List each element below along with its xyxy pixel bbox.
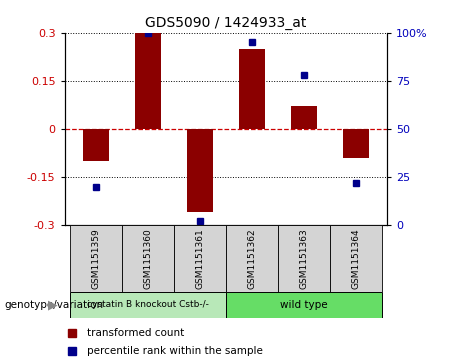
Text: GSM1151360: GSM1151360	[143, 228, 152, 289]
Bar	[291, 106, 317, 129]
Bar	[226, 225, 278, 292]
Text: cystatin B knockout Cstb-/-: cystatin B knockout Cstb-/-	[87, 301, 209, 309]
Bar	[122, 225, 174, 292]
Text: GSM1151359: GSM1151359	[91, 228, 100, 289]
Text: ▶: ▶	[48, 298, 58, 311]
Bar	[70, 225, 122, 292]
Title: GDS5090 / 1424933_at: GDS5090 / 1424933_at	[145, 16, 307, 30]
Bar	[174, 225, 226, 292]
Bar	[83, 129, 109, 161]
Bar	[330, 225, 382, 292]
Text: GSM1151361: GSM1151361	[195, 228, 204, 289]
Text: transformed count: transformed count	[87, 328, 184, 338]
Text: GSM1151364: GSM1151364	[351, 228, 361, 289]
Text: genotype/variation: genotype/variation	[5, 300, 104, 310]
Text: GSM1151362: GSM1151362	[248, 228, 256, 289]
Bar	[135, 33, 161, 129]
Text: wild type: wild type	[280, 300, 328, 310]
Text: GSM1151363: GSM1151363	[300, 228, 308, 289]
Bar	[226, 292, 382, 318]
Bar	[239, 49, 265, 129]
Text: percentile rank within the sample: percentile rank within the sample	[87, 346, 263, 356]
Bar	[343, 129, 369, 158]
Bar	[70, 292, 226, 318]
Bar	[278, 225, 330, 292]
Bar	[187, 129, 213, 212]
